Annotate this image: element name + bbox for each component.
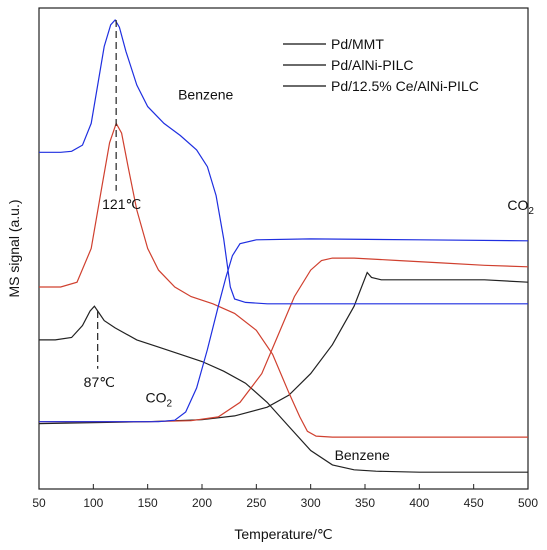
co2-label: CO2 bbox=[507, 197, 534, 217]
series-pd-mmt-co2 bbox=[38, 271, 529, 425]
y-axis-title: MS signal (a.u.) bbox=[6, 199, 22, 297]
x-tick-label: 350 bbox=[355, 496, 375, 510]
legend-entry: Pd/12.5% Ce/AlNi-PILC bbox=[331, 78, 479, 94]
x-tick-label: 500 bbox=[518, 496, 538, 510]
benzene-label: Benzene bbox=[335, 447, 390, 463]
x-tick-label: 300 bbox=[301, 496, 321, 510]
legend-entry: Pd/AlNi-PILC bbox=[331, 57, 413, 73]
legend-entry: Pd/MMT bbox=[331, 36, 384, 52]
annotation-layer: 121℃ 87℃ Benzene Benzene CO2 CO2 bbox=[84, 20, 534, 463]
co2-label: CO2 bbox=[145, 389, 172, 409]
series-pd-12-5-ce-alni-pilc-co2 bbox=[39, 238, 529, 423]
x-axis-title: Temperature/℃ bbox=[234, 526, 332, 542]
peak-temperature-label: 121℃ bbox=[102, 196, 141, 212]
x-axis: 50 100 150 200 250 300 350 400 450 500 bbox=[32, 484, 538, 510]
x-tick-label: 150 bbox=[138, 496, 158, 510]
series-pd-12-5-ce-alni-pilc-benzene bbox=[39, 19, 528, 305]
peak-temperature-label: 87℃ bbox=[84, 374, 115, 390]
x-tick-label: 400 bbox=[409, 496, 429, 510]
x-tick-label: 200 bbox=[192, 496, 212, 510]
legend: Pd/MMT Pd/AlNi-PILC Pd/12.5% Ce/AlNi-PILC bbox=[283, 36, 479, 94]
plot-frame bbox=[38, 7, 529, 490]
x-tick-label: 100 bbox=[83, 496, 103, 510]
x-tick-label: 50 bbox=[32, 496, 46, 510]
series-pd-mmt-benzene bbox=[39, 305, 528, 473]
x-tick-label: 250 bbox=[246, 496, 266, 510]
benzene-label: Benzene bbox=[178, 86, 233, 102]
series-pd-alni-pilc-benzene bbox=[39, 121, 528, 438]
series-pd-alni-pilc-co2 bbox=[39, 257, 529, 423]
series-layer bbox=[38, 19, 529, 473]
x-tick-label: 450 bbox=[464, 496, 484, 510]
